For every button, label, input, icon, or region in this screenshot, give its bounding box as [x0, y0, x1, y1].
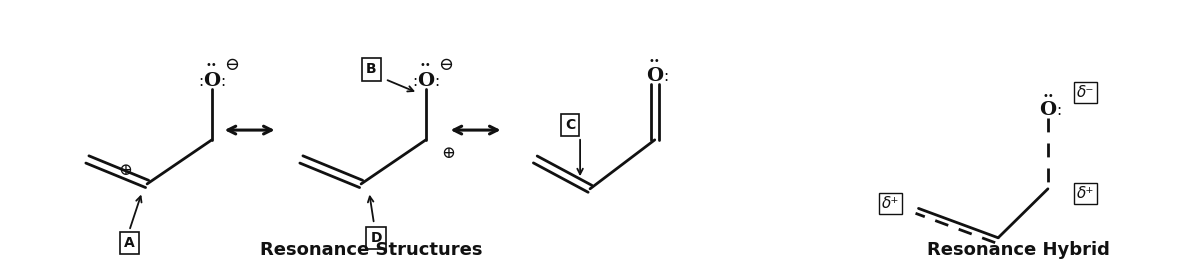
Text: C: C — [565, 118, 575, 132]
Text: δ⁺: δ⁺ — [882, 196, 899, 211]
Text: Resonance Hybrid: Resonance Hybrid — [926, 241, 1110, 258]
Text: :: : — [664, 69, 668, 84]
Text: O: O — [418, 72, 434, 90]
Text: ••: •• — [420, 60, 432, 70]
Text: ⊖: ⊖ — [438, 56, 454, 74]
Text: B: B — [366, 62, 377, 76]
Text: ⊕: ⊕ — [119, 162, 132, 179]
Text: Resonance Structures: Resonance Structures — [260, 241, 482, 258]
Text: ⊖: ⊖ — [224, 56, 239, 74]
Text: ••: •• — [649, 56, 661, 66]
Text: :: : — [198, 74, 204, 89]
Text: ••: •• — [206, 60, 217, 70]
Text: :: : — [413, 74, 418, 89]
Text: δ⁺: δ⁺ — [1078, 186, 1094, 201]
Text: O: O — [203, 72, 221, 90]
Text: :: : — [1056, 103, 1062, 118]
Text: ⊕: ⊕ — [440, 145, 455, 162]
Text: δ⁻: δ⁻ — [1078, 85, 1094, 100]
Text: O: O — [1039, 101, 1056, 120]
Text: A: A — [124, 236, 134, 250]
Text: :: : — [434, 74, 439, 89]
Text: ••: •• — [1042, 91, 1054, 101]
Text: :: : — [220, 74, 226, 89]
Text: O: O — [646, 67, 664, 85]
Text: D: D — [371, 231, 382, 245]
